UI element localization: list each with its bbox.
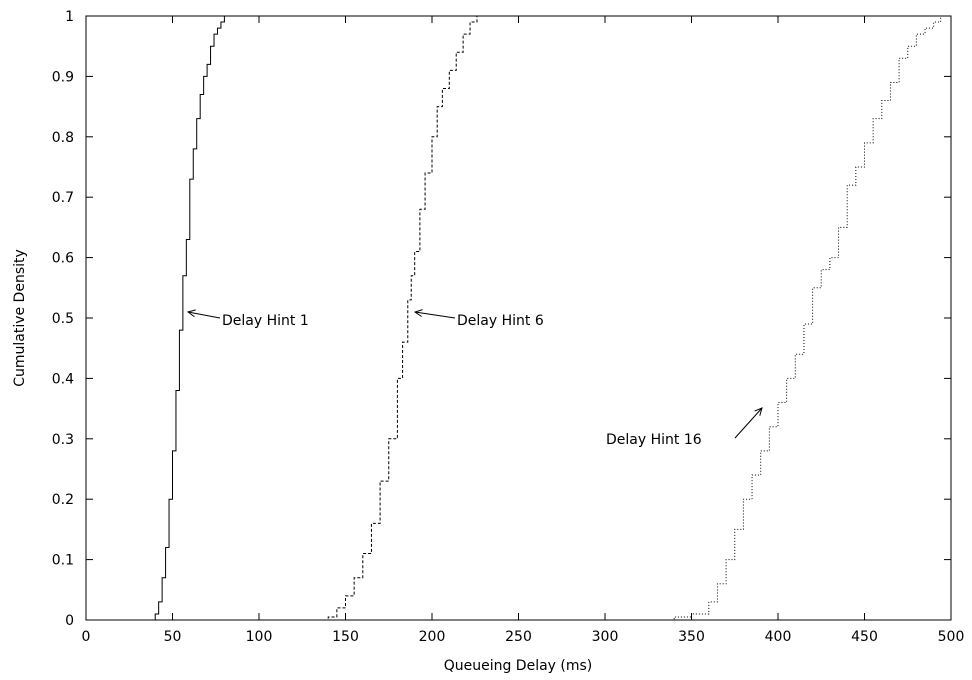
series-line-1: [151, 15, 237, 621]
x-tick-label: 100: [246, 629, 273, 645]
annotation-arrow-line: [414, 311, 456, 319]
series-group: [151, 15, 942, 621]
x-tick-label: 300: [592, 629, 619, 645]
x-tick-label: 50: [164, 629, 182, 645]
annotations: Delay Hint 1 Delay Hint 6 Delay Hint 16: [186, 309, 763, 448]
axis-ticks: 0 50 100 150 200 250 300 350 400 450 500 0 0.1 0.2 0.3…: [52, 9, 965, 645]
annotation-arrow-line: [187, 311, 221, 319]
x-tick-label: 200: [419, 629, 446, 645]
x-tick-label: 500: [938, 629, 965, 645]
x-tick-label: 0: [82, 629, 91, 645]
annotation-label: Delay Hint 6: [457, 313, 544, 329]
x-tick-label: 450: [851, 629, 878, 645]
series-line-3: [656, 16, 942, 621]
annotation-arrow-head: [413, 309, 423, 317]
y-tick-label: 0.9: [52, 69, 74, 85]
y-tick-label: 0.6: [52, 251, 74, 267]
x-tick-label: 150: [332, 629, 359, 645]
x-tick-label: 350: [678, 629, 705, 645]
y-tick-label: 0.7: [52, 190, 74, 206]
y-tick-label: 0: [65, 613, 74, 629]
x-tick-label: 400: [765, 629, 792, 645]
annotation-arrow-line: [734, 407, 763, 439]
y-tick-label: 0.4: [52, 371, 74, 387]
x-tick-label: 250: [505, 629, 532, 645]
x-axis-label: Queueing Delay (ms): [444, 658, 593, 674]
y-tick-label: 0.8: [52, 130, 74, 146]
annotation-arrow-head: [186, 309, 196, 318]
y-tick-label: 0.3: [52, 432, 74, 448]
annotation-label: Delay Hint 1: [222, 313, 309, 329]
y-tick-label: 0.5: [52, 311, 74, 327]
annotation-arrow-head: [754, 407, 763, 416]
annotation-label: Delay Hint 16: [606, 432, 702, 448]
y-axis-label: Cumulative Density: [12, 249, 28, 387]
y-tick-label: 0.2: [52, 492, 74, 508]
y-tick-label: 0.1: [52, 553, 74, 569]
y-tick-label: 1: [65, 9, 74, 25]
